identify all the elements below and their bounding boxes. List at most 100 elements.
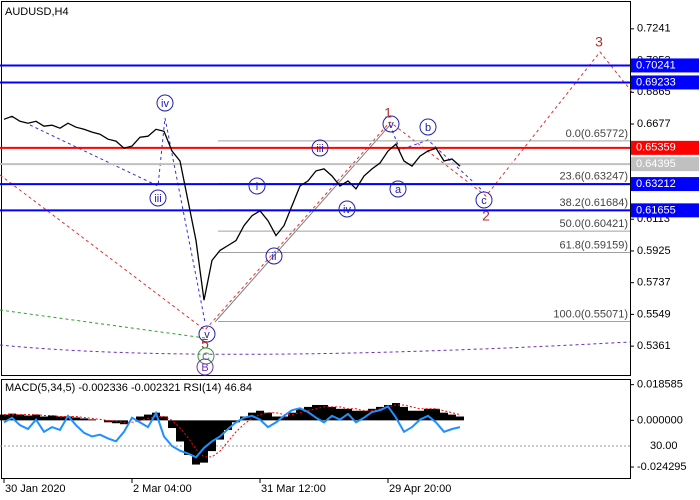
- macd-bar: [384, 404, 392, 421]
- level-box: [631, 58, 699, 73]
- wave-circle: [311, 139, 329, 157]
- x-tick-label: 2 Mar 04:00: [133, 483, 192, 495]
- red-wave-line: [0, 51, 633, 331]
- y-tick-label: 0.000000: [637, 414, 683, 426]
- wave-label: b: [425, 122, 431, 134]
- wave-label: v: [388, 119, 394, 131]
- blue-wave-line: [389, 124, 485, 193]
- wave-circle: [248, 177, 266, 195]
- macd-bar: [136, 416, 144, 421]
- wave-label: v: [204, 329, 210, 341]
- wave-label: iii: [154, 193, 161, 205]
- level-label: 0.69233: [636, 76, 676, 88]
- macd-bar: [336, 408, 344, 421]
- macd-bar: [368, 408, 376, 421]
- green-wave-line: [0, 309, 206, 339]
- wave-label: C: [202, 351, 210, 363]
- level-box: [631, 157, 699, 172]
- wave-label: 2: [482, 208, 490, 224]
- level-box: [631, 177, 699, 192]
- x-tick-label: 31 Mar 12:00: [261, 483, 326, 495]
- level-box: [631, 140, 699, 155]
- level-label: 0.63212: [636, 178, 676, 190]
- macd-bar: [88, 419, 96, 421]
- indicator-title: MACD(5,34,5) -0.002336 -0.002321 RSI(14)…: [5, 382, 252, 394]
- chart-title: AUDUSD,H4: [5, 6, 69, 18]
- fib-label: 0.0(0.65772): [566, 128, 628, 140]
- fib-trend-line: [214, 124, 391, 323]
- fib-label: 61.8(0.59159): [560, 239, 629, 251]
- macd-bar: [352, 410, 360, 421]
- macd-bar: [416, 410, 424, 421]
- macd-bar: [48, 415, 56, 421]
- macd-bar: [56, 416, 64, 421]
- macd-bar: [104, 420, 112, 423]
- level-label: 0.64395: [636, 158, 676, 170]
- level-label: 0.65359: [636, 142, 676, 154]
- macd-bar: [168, 420, 176, 429]
- fib-label: 23.6(0.63247): [560, 170, 629, 182]
- macd-bar: [408, 410, 416, 421]
- wave-label: c: [481, 195, 487, 207]
- macd-bar: [424, 408, 432, 421]
- macd-bar: [272, 416, 280, 421]
- wave-circle: [197, 347, 215, 365]
- macd-bar: [432, 408, 440, 421]
- x-tick-label: 30 Jan 2020: [5, 483, 66, 495]
- indicator-panel-frame: [1, 379, 631, 479]
- wave-label: a: [395, 184, 402, 196]
- wave-label: iii: [316, 143, 323, 155]
- macd-bar: [160, 416, 168, 421]
- wave-circle: [149, 189, 167, 207]
- wave-circle: [389, 180, 407, 198]
- macd-bar: [208, 420, 216, 452]
- macd-bar: [320, 404, 328, 421]
- macd-bar: [24, 415, 32, 421]
- wave-circle: [475, 191, 493, 209]
- y-tick-label: 0.5549: [637, 308, 671, 320]
- wave-circle: [156, 94, 174, 112]
- y-tick-label: 0.7241: [637, 23, 671, 35]
- level-box: [631, 203, 699, 218]
- wave-label: 1: [384, 105, 392, 121]
- macd-bar: [296, 408, 304, 421]
- macd-bar: [216, 420, 224, 440]
- macd-bar: [456, 416, 464, 421]
- macd-bar: [0, 414, 8, 421]
- fib-label: 50.0(0.60421): [560, 218, 629, 230]
- wave-circle: [265, 247, 283, 265]
- macd-bar: [224, 420, 232, 430]
- macd-bar: [264, 412, 272, 421]
- level-box: [631, 75, 699, 90]
- wave-circle: [382, 115, 400, 133]
- price-line: [3, 115, 461, 301]
- macd-bar: [256, 410, 264, 421]
- macd-bar: [312, 404, 320, 421]
- macd-bar: [64, 416, 72, 421]
- wave-circle: [338, 200, 356, 218]
- macd-bar: [16, 414, 24, 421]
- wave-circle: [196, 358, 214, 376]
- macd-bar: [144, 414, 152, 421]
- macd-bar: [176, 420, 184, 442]
- macd-bar: [400, 406, 408, 421]
- macd-bar: [32, 414, 40, 421]
- y-tick-label: 0.6677: [637, 118, 671, 130]
- wave-label: iv: [343, 204, 351, 216]
- macd-bar: [192, 420, 200, 465]
- macd-bar: [448, 414, 456, 421]
- macd-bar: [360, 410, 368, 421]
- wave-label: 5: [201, 336, 209, 352]
- macd-bar: [200, 420, 208, 463]
- wave-label: 3: [595, 34, 603, 50]
- y-tick-label: 0.5925: [637, 245, 671, 257]
- macd-bar: [288, 412, 296, 421]
- y2-tick-label: 30.00: [650, 440, 678, 452]
- rsi-line: [3, 405, 461, 459]
- fib-label: 100.0(0.55071): [553, 308, 628, 320]
- wave-lines: [0, 51, 633, 355]
- blue-wave-line: [29, 117, 206, 323]
- macd-bar: [392, 403, 400, 421]
- x-tick-label: 29 Apr 20:00: [389, 483, 451, 495]
